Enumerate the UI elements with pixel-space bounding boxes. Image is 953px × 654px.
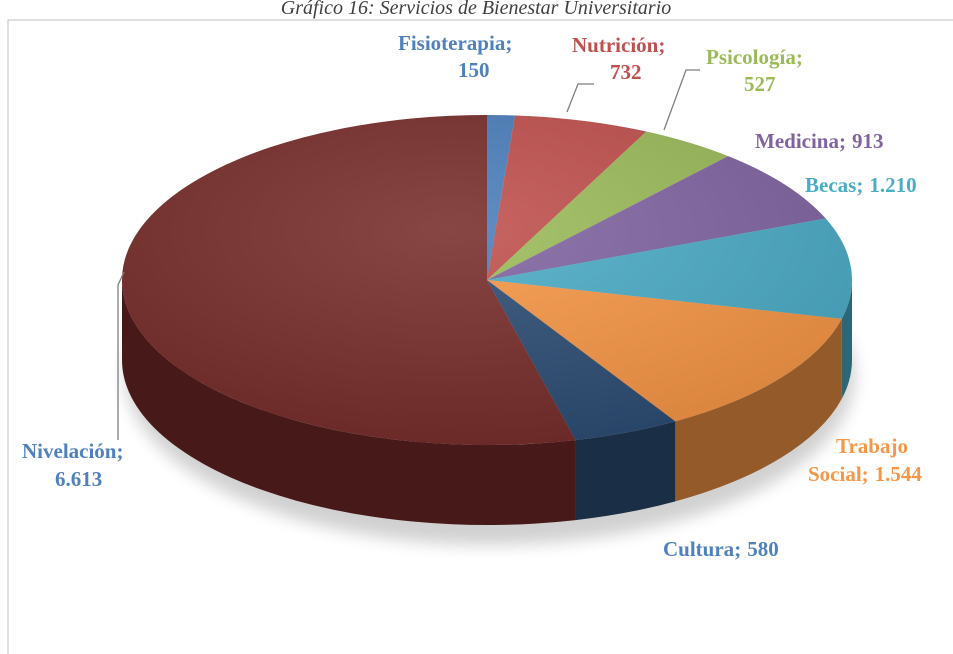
data-label: Fisioterapia ; 150 — [398, 31, 512, 82]
label-separator: ; — [658, 33, 665, 57]
leader-lines — [117, 69, 700, 440]
label-separator: ; — [796, 45, 803, 69]
data-label: Trabajo Social; 1.544 — [808, 434, 922, 486]
leader-line — [566, 83, 594, 113]
chart-frame — [7, 19, 953, 654]
label-category: Fisioterapia — [398, 31, 506, 55]
label-category: Becas — [805, 173, 856, 197]
data-label: Becas; 1.210 — [805, 173, 917, 197]
data-label-value: 150 — [458, 58, 490, 82]
slice-side — [575, 421, 676, 521]
data-label-value: 527 — [744, 72, 776, 96]
label-category: Trabajo Social — [808, 434, 913, 486]
label-category: Nutrición — [572, 33, 659, 57]
label-separator: ; — [117, 439, 124, 463]
label-separator: ; — [862, 462, 869, 486]
data-label-value: 913 — [852, 129, 884, 153]
label-category: Medicina — [755, 129, 839, 153]
label-separator: ; — [734, 537, 741, 561]
leader-line — [663, 69, 700, 131]
data-labels: Fisioterapia ; 150 Nutrición ; 732 Psicología;… — [22, 31, 922, 561]
slice-side — [122, 280, 576, 525]
data-label-value: 1.544 — [875, 462, 923, 486]
label-category: Cultura — [663, 537, 735, 561]
data-label-value: 732 — [610, 60, 642, 84]
data-label-value: 580 — [747, 537, 779, 561]
data-label-value: 1.210 — [869, 173, 916, 197]
label-category: Nivelación — [22, 439, 117, 463]
label-category: Psicología — [706, 45, 796, 69]
data-label: Psicología ; 527 — [706, 45, 803, 96]
label-separator: ; — [505, 31, 512, 55]
label-separator: ; — [839, 129, 846, 153]
pie-tops — [121, 115, 852, 446]
data-label: Cultura; 580 — [663, 537, 779, 561]
data-label: Nutrición ; 732 — [572, 33, 665, 84]
data-label: Nivelación ; 6.613 — [22, 439, 124, 491]
data-label: Medicina; 913 — [755, 129, 884, 153]
leader-line — [117, 271, 125, 440]
label-separator: ; — [856, 173, 863, 197]
chart-title: Gráfico 16: Servicios de Bienestar Unive… — [281, 0, 672, 19]
data-label-value: 6.613 — [55, 467, 102, 491]
